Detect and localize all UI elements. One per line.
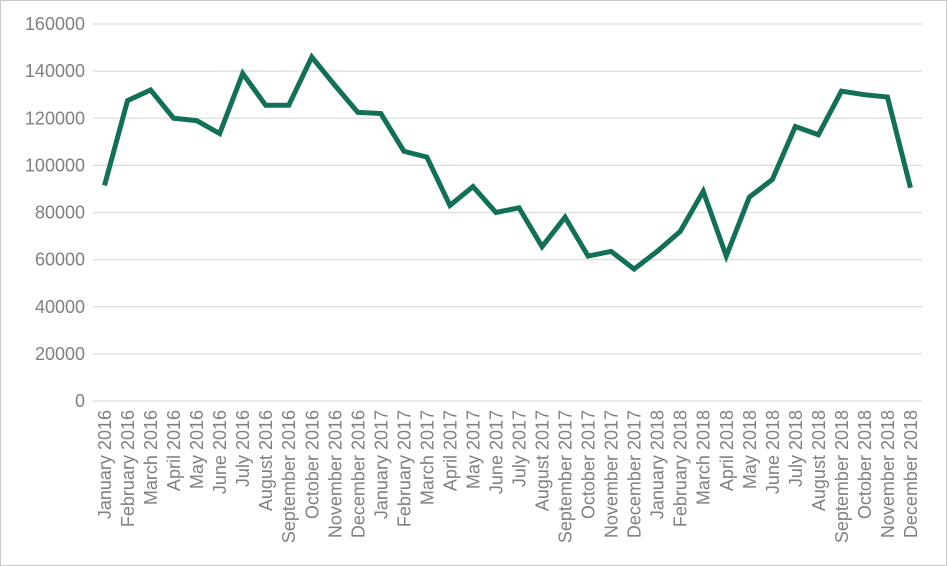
- x-axis-tick-label: November 2017: [602, 410, 622, 538]
- x-axis-tick-label: April 2018: [717, 410, 737, 491]
- x-axis-tick-label: December 2016: [348, 410, 368, 538]
- x-axis-tick-label: February 2017: [394, 410, 414, 527]
- x-axis-tick-label: February 2016: [118, 410, 138, 527]
- x-axis-tick-label: January 2016: [95, 410, 115, 519]
- y-axis-tick-label: 20000: [35, 344, 85, 364]
- x-axis-tick-label: September 2017: [556, 410, 576, 543]
- x-axis-tick-label: March 2018: [694, 410, 714, 505]
- x-axis-tick-label: May 2018: [740, 410, 760, 489]
- x-axis-tick-label: July 2018: [786, 410, 806, 487]
- x-axis-tick-label: December 2018: [901, 410, 921, 538]
- y-axis-tick-label: 40000: [35, 297, 85, 317]
- x-axis-tick-label: March 2016: [141, 410, 161, 505]
- x-axis-tick-label: August 2016: [256, 410, 276, 511]
- x-axis-tick-label: June 2016: [210, 410, 230, 494]
- data-series-line: [102, 52, 913, 273]
- x-axis-tick-label: January 2017: [371, 410, 391, 519]
- x-axis-tick-label: October 2018: [855, 410, 875, 519]
- y-axis-tick-label: 120000: [25, 108, 85, 128]
- x-axis-tick-label: October 2017: [579, 410, 599, 519]
- x-axis-tick-label: August 2018: [809, 410, 829, 511]
- x-axis-tick-label: May 2016: [187, 410, 207, 489]
- x-axis-tick-label: December 2017: [625, 410, 645, 538]
- x-axis-tick-label: November 2018: [878, 410, 898, 538]
- x-axis-tick-label: October 2016: [302, 410, 322, 519]
- y-axis-tick-label: 100000: [25, 155, 85, 175]
- x-axis-tick-label: September 2018: [832, 410, 852, 543]
- x-axis-tick-label: November 2016: [325, 410, 345, 538]
- x-axis-tick-label: March 2017: [417, 410, 437, 505]
- y-axis-tick-label: 160000: [25, 14, 85, 34]
- y-axis-tick-label: 140000: [25, 61, 85, 81]
- x-axis-tick-label: February 2018: [671, 410, 691, 527]
- x-axis-tick-label: September 2016: [279, 410, 299, 543]
- x-axis-tick-label: January 2018: [648, 410, 668, 519]
- x-axis-tick-label: August 2017: [533, 410, 553, 511]
- x-axis-tick-label: April 2016: [164, 410, 184, 491]
- x-axis-tick-label: July 2017: [510, 410, 530, 487]
- x-axis-tick-label: May 2017: [463, 410, 483, 489]
- y-axis-tick-label: 80000: [35, 203, 85, 223]
- x-axis-tick-label: July 2016: [233, 410, 253, 487]
- x-axis-tick-label: April 2017: [440, 410, 460, 491]
- x-axis-tick-label: June 2017: [486, 410, 506, 494]
- y-axis-tick-label: 0: [75, 391, 85, 411]
- x-axis-tick-label: June 2018: [763, 410, 783, 494]
- y-axis-tick-label: 60000: [35, 250, 85, 270]
